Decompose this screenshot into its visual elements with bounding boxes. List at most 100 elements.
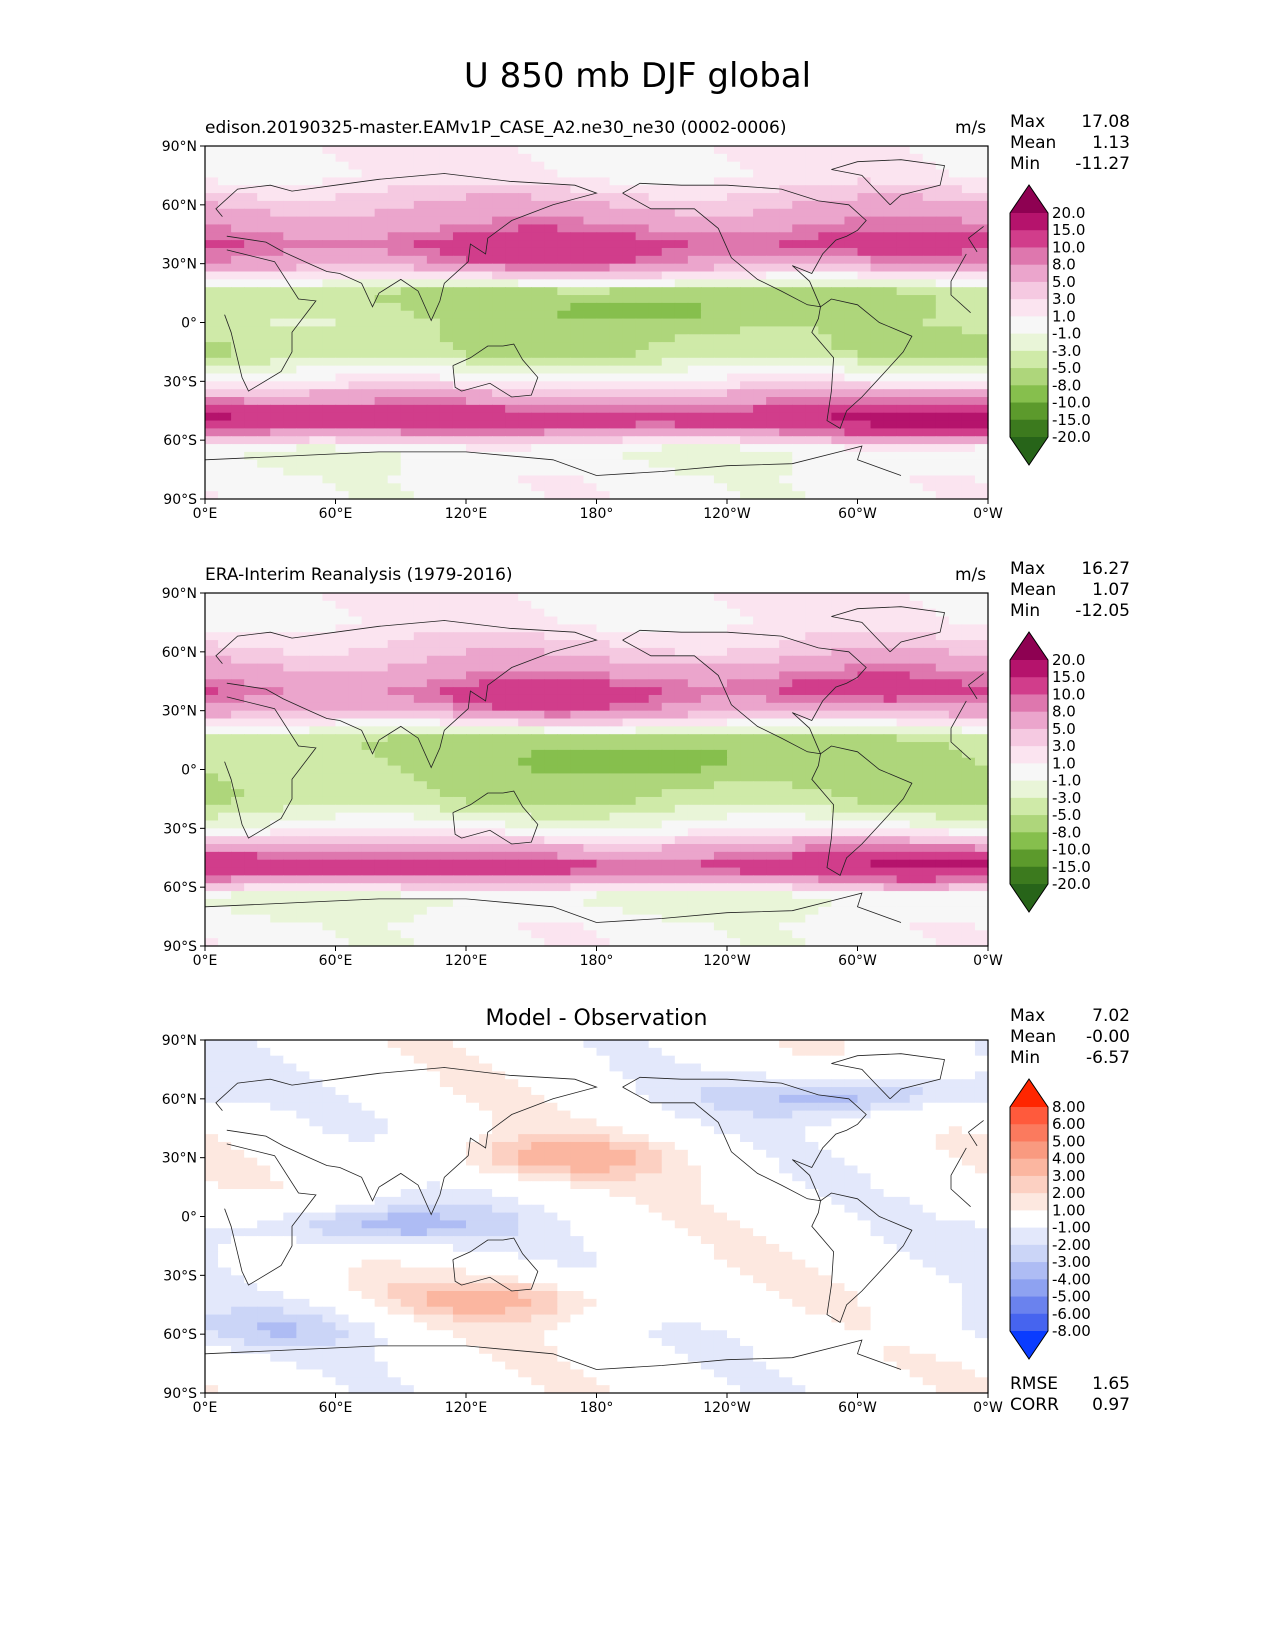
field-cell <box>570 687 585 696</box>
field-cell <box>896 655 911 665</box>
field-cell <box>505 694 519 704</box>
field-cell <box>583 483 598 492</box>
field-cell <box>596 185 611 194</box>
field-cell <box>413 663 428 673</box>
field-cell <box>870 310 885 320</box>
field-cell <box>439 193 454 202</box>
field-cell <box>870 812 885 822</box>
field-cell <box>779 624 793 633</box>
field-cell <box>322 279 337 288</box>
field-cell <box>322 663 337 673</box>
field-cell <box>309 428 324 437</box>
field-cell <box>557 608 571 618</box>
field-cell <box>700 804 715 814</box>
field-cell <box>531 687 545 696</box>
field-cell <box>844 389 859 398</box>
field-cell <box>831 161 846 171</box>
field-cell <box>766 310 780 320</box>
field-cell <box>257 263 271 273</box>
field-cell <box>870 208 885 218</box>
field-cell <box>831 749 846 759</box>
field-cell <box>844 451 859 461</box>
field-cell <box>348 302 363 312</box>
field-cell <box>896 734 911 743</box>
field-cell <box>335 193 350 202</box>
field-cell <box>466 859 480 869</box>
field-cell <box>700 844 715 853</box>
field-cell <box>244 428 258 437</box>
field-cell <box>922 679 937 688</box>
field-cell <box>909 828 924 837</box>
field-cell <box>400 789 415 798</box>
field-cell <box>400 749 415 759</box>
field-cell <box>518 796 532 806</box>
field-cell <box>426 624 441 633</box>
field-cell <box>531 475 545 484</box>
field-cell <box>766 694 780 704</box>
field-cell <box>844 647 859 657</box>
field-cell <box>361 608 376 618</box>
field-cell <box>374 694 389 704</box>
field-cell <box>622 349 637 359</box>
field-cell <box>218 381 232 390</box>
field-cell <box>387 467 402 477</box>
field-cell <box>348 647 363 657</box>
field-cell <box>218 491 232 500</box>
field-cell <box>922 694 937 704</box>
field-cell <box>426 749 441 759</box>
field-cell <box>544 875 558 884</box>
field-cell <box>596 357 611 367</box>
field-cell <box>687 593 702 602</box>
field-cell <box>622 765 637 775</box>
field-cell <box>348 679 363 688</box>
field-cell <box>387 334 402 343</box>
field-cell <box>831 632 846 641</box>
field-cell <box>753 859 767 869</box>
field-cell <box>439 451 454 461</box>
field-cell <box>466 467 480 477</box>
field-cell <box>700 161 715 171</box>
field-cell <box>283 608 297 618</box>
field-cell <box>348 169 363 178</box>
field-cell <box>857 624 872 633</box>
stat-label: Mean <box>1010 133 1057 153</box>
field-cell <box>674 757 689 767</box>
field-cell <box>374 397 389 406</box>
field-cell <box>974 302 989 312</box>
field-cell <box>218 146 232 155</box>
field-cell <box>700 232 715 241</box>
field-cell <box>961 146 976 155</box>
field-cell <box>622 240 637 249</box>
field-cell <box>505 365 519 375</box>
field-cell <box>766 169 780 178</box>
field-cell <box>570 342 585 351</box>
field-cell <box>479 177 493 186</box>
field-cell <box>700 836 715 845</box>
field-cell <box>374 616 389 625</box>
field-cell <box>792 836 806 845</box>
field-cell <box>831 287 846 296</box>
field-cell <box>674 295 689 304</box>
field-cell <box>909 310 924 320</box>
field-cell <box>935 436 950 445</box>
field-cell <box>257 671 271 680</box>
field-cell <box>400 702 415 712</box>
field-cell <box>622 146 637 155</box>
field-cell <box>727 804 741 814</box>
field-cell <box>296 679 310 688</box>
field-cell <box>270 765 284 775</box>
field-cell <box>896 851 911 861</box>
field-cell <box>961 828 976 837</box>
field-cell <box>622 177 637 186</box>
field-cell <box>896 812 911 822</box>
field-cell <box>870 851 885 861</box>
field-cell <box>335 310 350 320</box>
field-cell <box>335 216 350 226</box>
field-cell <box>935 357 950 367</box>
field-cell <box>557 796 571 806</box>
field-cell <box>244 742 258 751</box>
field-cell <box>309 247 324 257</box>
field-cell <box>231 608 245 618</box>
field-cell <box>948 640 963 649</box>
field-cell <box>622 608 637 618</box>
